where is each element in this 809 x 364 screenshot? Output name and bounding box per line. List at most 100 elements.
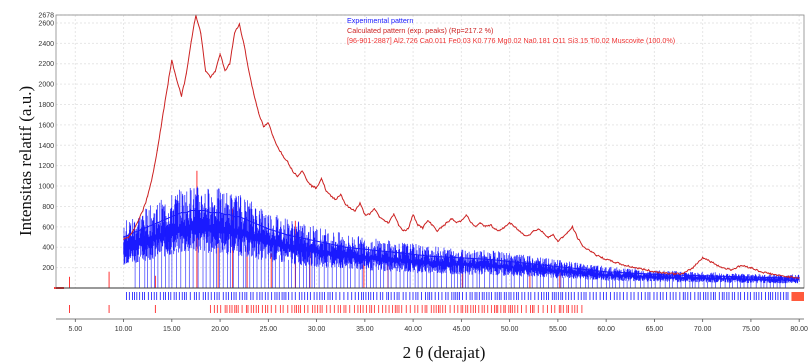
calculated-point: [769, 273, 771, 275]
experimental-point: [180, 211, 183, 214]
calculated-point: [586, 248, 588, 250]
experimental-point: [528, 262, 530, 265]
calculated-series: [123, 14, 800, 279]
calculated-point: [571, 226, 573, 228]
calculated-point: [760, 271, 762, 273]
calculated-point: [518, 230, 520, 232]
experimental-point: [161, 220, 163, 222]
experimental-point: [470, 257, 472, 260]
calculated-point: [152, 175, 154, 177]
calculated-point: [330, 195, 332, 197]
x-tick-label: 75.00: [742, 326, 760, 333]
y-tick-label: 2200: [38, 61, 54, 68]
x-tick-label: 80.00: [790, 326, 808, 333]
calculated-point: [398, 224, 400, 226]
y-tick-label: 800: [42, 204, 54, 211]
experimental-point: [219, 211, 221, 214]
x-tick-label: 30.00: [308, 326, 326, 333]
experimental-point: [229, 214, 231, 216]
calculated-point: [320, 177, 322, 179]
calculated-point: [798, 277, 800, 279]
calculated-point: [277, 146, 279, 148]
experimental-point: [147, 226, 149, 228]
calculated-point: [190, 40, 192, 42]
calculated-point: [509, 222, 511, 224]
experimental-point: [243, 218, 245, 220]
x-tick-labels: 5.00 10.00 15.00 20.00 25.00 30.00 35.00 40.00 4…: [68, 319, 808, 333]
experimental-point: [779, 277, 781, 279]
experimental-point: [335, 244, 337, 246]
calculated-point: [653, 271, 655, 273]
calculated-point: [591, 250, 593, 252]
calculated-point: [417, 224, 419, 226]
experimental-point: [344, 246, 347, 248]
calculated-point: [263, 126, 265, 128]
experimental-point: [224, 214, 226, 216]
calculated-point: [248, 71, 250, 73]
calculated-point: [132, 230, 134, 232]
calculated-point: [224, 70, 226, 72]
calculated-point: [624, 265, 626, 267]
calculated-point: [166, 88, 168, 90]
experimental-point: [740, 276, 742, 278]
calculated-point: [431, 224, 433, 226]
calculated-point: [267, 122, 269, 124]
calculated-point: [291, 170, 293, 172]
experimental-point: [663, 274, 665, 276]
calculated-point: [634, 267, 636, 269]
calculated-point: [205, 70, 207, 72]
y-tick-label: 2600: [38, 20, 54, 27]
calculated-point: [272, 136, 274, 138]
experimental-point: [185, 211, 187, 214]
calculated-point: [513, 226, 515, 228]
calculated-point: [702, 256, 704, 258]
calculated-point: [335, 198, 337, 200]
calculated-point: [427, 220, 429, 222]
y-tick-labels: 200 400 600 800 1000 1200 1400 1600 1800 2000 2200…: [38, 13, 54, 273]
calculated-point: [523, 234, 525, 236]
experimental-point: [200, 209, 202, 212]
x-tick-label: 25.00: [260, 326, 278, 333]
calculated-point: [552, 234, 554, 236]
calculated-point: [354, 210, 356, 212]
calculated-point: [721, 267, 723, 269]
experimental-point: [306, 238, 308, 240]
x-axis-label: 2 θ (derajat): [403, 343, 486, 362]
experimental-point: [233, 216, 236, 218]
calculated-point: [378, 216, 380, 218]
experimental-point: [393, 251, 395, 253]
experimental-point: [605, 271, 607, 273]
calculated-point: [470, 222, 472, 224]
calculated-point: [383, 220, 385, 222]
experimental-point: [412, 253, 414, 255]
experimental-point: [137, 230, 139, 232]
experimental-point: [624, 272, 627, 274]
calculated-point: [311, 185, 313, 187]
experimental-point: [258, 224, 260, 226]
experimental-series: [122, 186, 800, 288]
y-tick-label: 1800: [38, 102, 54, 109]
experimental-point: [209, 211, 212, 214]
experimental-point: [238, 216, 240, 218]
calculated-point: [200, 32, 202, 34]
experimental-point: [142, 228, 144, 230]
calculated-point: [359, 202, 361, 204]
experimental-point: [127, 234, 129, 236]
calculated-point: [533, 230, 535, 232]
x-tick-label: 15.00: [163, 326, 181, 333]
calculated-point: [345, 203, 347, 205]
experimental-sticks: [134, 203, 786, 288]
y-tick-label: 1000: [38, 184, 54, 191]
calculated-point: [441, 226, 443, 228]
calculated-point: [542, 232, 544, 234]
experimental-point: [277, 231, 279, 233]
calculated-point: [644, 269, 646, 271]
experimental-point: [402, 252, 405, 254]
calculated-point: [147, 195, 149, 197]
calculated-point: [340, 193, 342, 195]
calculated-point: [740, 265, 742, 267]
experimental-point: [195, 209, 197, 212]
